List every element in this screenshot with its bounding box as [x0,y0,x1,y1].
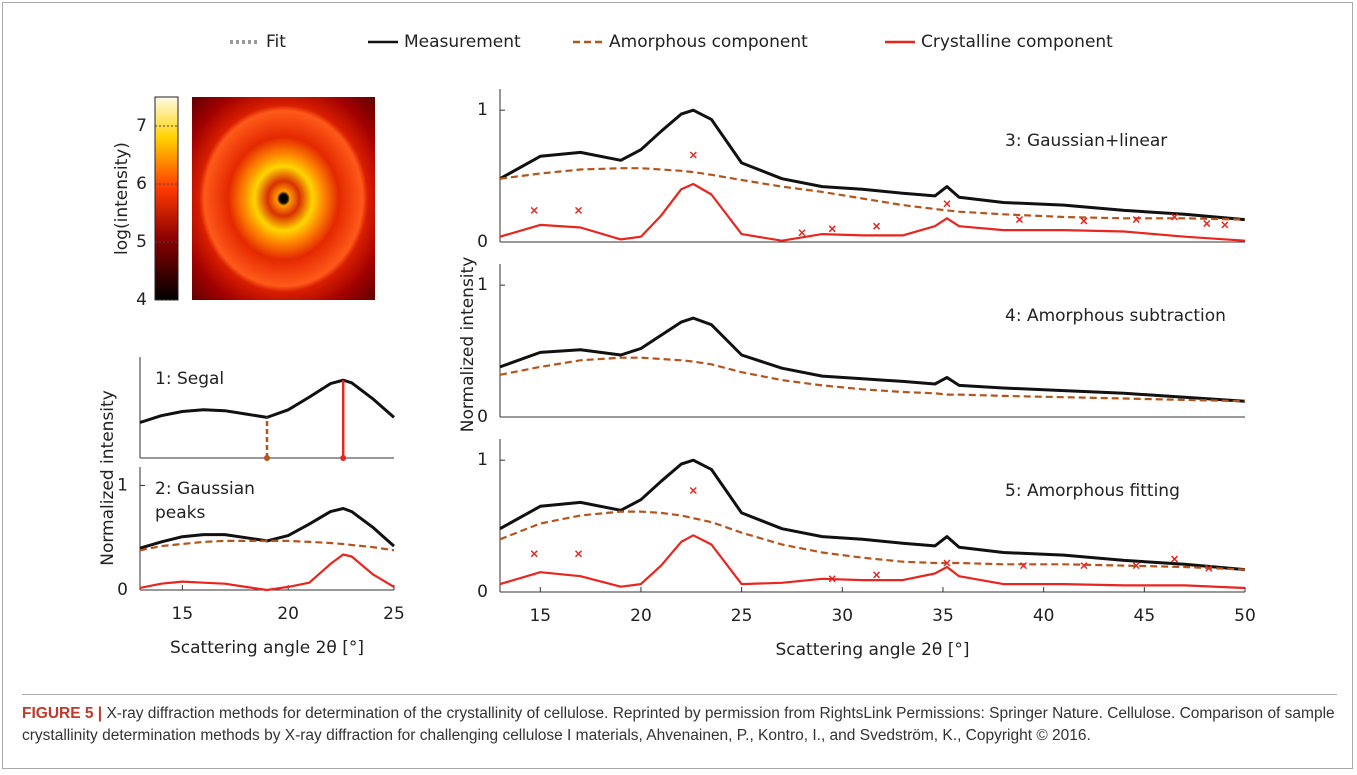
diffraction-image [192,97,375,300]
y-tick-label: 5 [136,232,147,252]
series-line [500,318,1245,401]
legend-label: Crystalline component [921,32,1113,52]
x-tick-label: 25 [383,604,405,624]
peak-marker [1016,217,1022,223]
y-tick-label: 4 [136,290,147,310]
x-tick-label: 30 [831,606,853,626]
peak-marker [944,201,950,207]
colorbar-label: log(intensity) [112,142,132,255]
y-tick-label: 6 [136,174,147,194]
peak-marker [874,223,880,229]
x-tick-label: 45 [1134,606,1156,626]
peak-marker [1081,218,1087,224]
caption-label: FIGURE 5 | [22,705,102,722]
x-tick-label: 25 [731,606,753,626]
height-line-foot [340,455,346,461]
x-tick-label: 50 [1234,606,1256,626]
peak-marker [690,152,696,158]
x-axis-label: Scattering angle 2θ [°] [776,640,970,660]
caption-text: X-ray diffraction methods for determinat… [22,705,1335,744]
panel-title: 1: Segal [155,369,224,389]
x-tick-label: 15 [529,606,551,626]
y-tick-label: 0 [477,582,488,602]
panel-title: 5: Amorphous fitting [1005,481,1180,501]
y-tick-label: 7 [136,116,147,136]
legend-label: Amorphous component [609,32,808,52]
peak-marker [1222,222,1228,228]
peak-marker [531,551,537,557]
peak-marker [576,551,582,557]
colorbar [155,97,178,300]
series-line [140,555,394,591]
height-line-foot [264,455,270,461]
y-tick-label: 0 [477,407,488,427]
y-tick-label: 1 [117,475,128,495]
peak-marker [576,207,582,213]
x-tick-label: 35 [932,606,954,626]
peak-marker [1172,556,1178,562]
y-axis-label: Normalized intensity [98,390,118,566]
peak-marker [1204,221,1210,227]
y-tick-label: 1 [477,450,488,470]
y-tick-label: 0 [477,232,488,252]
peak-marker [799,230,805,236]
panel-title: 3: Gaussian+linear [1005,131,1167,151]
peak-marker [690,488,696,494]
legend-label: Fit [266,32,286,52]
y-tick-label: 1 [477,100,488,120]
peak-marker [829,226,835,232]
x-tick-label: 20 [630,606,652,626]
panel-title: 4: Amorphous subtraction [1005,306,1226,326]
peak-marker [874,572,880,578]
series-line [500,110,1245,219]
y-tick-label: 0 [117,580,128,600]
x-axis-label: Scattering angle 2θ [°] [170,638,364,658]
panel-title: peaks [155,503,206,523]
figure: Fit Measurement Amorphous component Crystal… [0,0,1357,775]
x-tick-label: 15 [172,604,194,624]
figure-plots: Fit Measurement Amorphous component Crystal… [0,0,1357,690]
panel-title: 2: Gaussian [155,479,255,499]
peak-marker [531,207,537,213]
y-tick-label: 1 [477,275,488,295]
y-axis-label: Normalized intensity [458,257,478,433]
x-tick-label: 20 [277,604,299,624]
x-tick-label: 40 [1033,606,1055,626]
caption: FIGURE 5 | X-ray diffraction methods for… [22,694,1337,747]
legend-label: Measurement [404,32,521,52]
series-line [500,460,1245,569]
